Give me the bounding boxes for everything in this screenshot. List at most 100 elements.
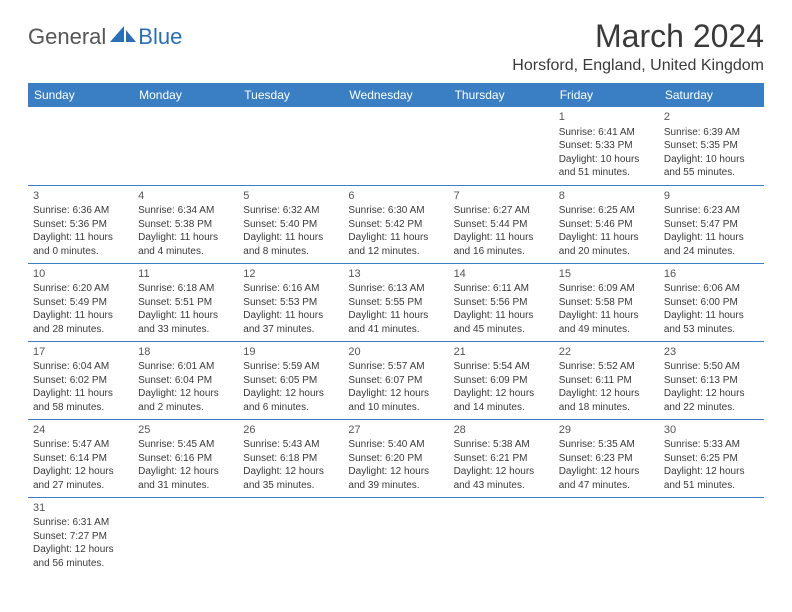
sunrise-text: Sunrise: 5:38 AM	[454, 438, 549, 452]
weekday-header: Saturday	[659, 83, 764, 107]
location: Horsford, England, United Kingdom	[512, 57, 764, 75]
empty-cell	[133, 497, 238, 575]
daylight-text: Daylight: 11 hours and 45 minutes.	[454, 309, 549, 336]
day-cell: 2Sunrise: 6:39 AMSunset: 5:35 PMDaylight…	[659, 107, 764, 185]
header: General Blue March 2024 Horsford, Englan…	[28, 18, 764, 75]
sunrise-text: Sunrise: 5:47 AM	[33, 438, 128, 452]
sunset-text: Sunset: 5:55 PM	[348, 296, 443, 310]
daylight-text: Daylight: 10 hours and 51 minutes.	[559, 153, 654, 180]
day-number: 13	[348, 267, 443, 282]
sunset-text: Sunset: 5:33 PM	[559, 139, 654, 153]
calendar-body: 1Sunrise: 6:41 AMSunset: 5:33 PMDaylight…	[28, 107, 764, 575]
daylight-text: Daylight: 12 hours and 10 minutes.	[348, 387, 443, 414]
sunrise-text: Sunrise: 5:57 AM	[348, 360, 443, 374]
daylight-text: Daylight: 12 hours and 27 minutes.	[33, 465, 128, 492]
sunrise-text: Sunrise: 5:59 AM	[243, 360, 338, 374]
day-number: 1	[559, 110, 654, 125]
day-number: 18	[138, 345, 233, 360]
sunset-text: Sunset: 6:07 PM	[348, 374, 443, 388]
daylight-text: Daylight: 11 hours and 53 minutes.	[664, 309, 759, 336]
title-block: March 2024 Horsford, England, United Kin…	[512, 18, 764, 75]
day-number: 7	[454, 189, 549, 204]
daylight-text: Daylight: 11 hours and 16 minutes.	[454, 231, 549, 258]
sunset-text: Sunset: 5:51 PM	[138, 296, 233, 310]
sunset-text: Sunset: 5:40 PM	[243, 218, 338, 232]
sunset-text: Sunset: 6:04 PM	[138, 374, 233, 388]
weekday-header: Friday	[554, 83, 659, 107]
sunset-text: Sunset: 5:49 PM	[33, 296, 128, 310]
sunset-text: Sunset: 5:47 PM	[664, 218, 759, 232]
day-cell: 22Sunrise: 5:52 AMSunset: 6:11 PMDayligh…	[554, 341, 659, 419]
day-cell: 12Sunrise: 6:16 AMSunset: 5:53 PMDayligh…	[238, 263, 343, 341]
sunset-text: Sunset: 6:25 PM	[664, 452, 759, 466]
day-number: 19	[243, 345, 338, 360]
sunrise-text: Sunrise: 6:13 AM	[348, 282, 443, 296]
day-cell: 13Sunrise: 6:13 AMSunset: 5:55 PMDayligh…	[343, 263, 448, 341]
sunrise-text: Sunrise: 6:32 AM	[243, 204, 338, 218]
day-cell: 11Sunrise: 6:18 AMSunset: 5:51 PMDayligh…	[133, 263, 238, 341]
empty-cell	[449, 497, 554, 575]
sunset-text: Sunset: 5:53 PM	[243, 296, 338, 310]
daylight-text: Daylight: 10 hours and 55 minutes.	[664, 153, 759, 180]
sunset-text: Sunset: 5:42 PM	[348, 218, 443, 232]
weekday-header: Sunday	[28, 83, 133, 107]
daylight-text: Daylight: 11 hours and 49 minutes.	[559, 309, 654, 336]
day-cell: 31Sunrise: 6:31 AMSunset: 7:27 PMDayligh…	[28, 497, 133, 575]
day-cell: 8Sunrise: 6:25 AMSunset: 5:46 PMDaylight…	[554, 185, 659, 263]
empty-cell	[238, 107, 343, 185]
logo-sail-icon	[110, 24, 136, 50]
day-number: 17	[33, 345, 128, 360]
sunrise-text: Sunrise: 5:33 AM	[664, 438, 759, 452]
sunrise-text: Sunrise: 6:23 AM	[664, 204, 759, 218]
sunrise-text: Sunrise: 6:06 AM	[664, 282, 759, 296]
calendar-table: SundayMondayTuesdayWednesdayThursdayFrid…	[28, 83, 764, 575]
day-number: 14	[454, 267, 549, 282]
day-number: 16	[664, 267, 759, 282]
sunrise-text: Sunrise: 5:52 AM	[559, 360, 654, 374]
day-cell: 9Sunrise: 6:23 AMSunset: 5:47 PMDaylight…	[659, 185, 764, 263]
daylight-text: Daylight: 12 hours and 51 minutes.	[664, 465, 759, 492]
day-number: 31	[33, 501, 128, 516]
sunset-text: Sunset: 5:58 PM	[559, 296, 654, 310]
day-cell: 24Sunrise: 5:47 AMSunset: 6:14 PMDayligh…	[28, 419, 133, 497]
day-cell: 27Sunrise: 5:40 AMSunset: 6:20 PMDayligh…	[343, 419, 448, 497]
sunset-text: Sunset: 6:14 PM	[33, 452, 128, 466]
day-number: 12	[243, 267, 338, 282]
sunset-text: Sunset: 5:44 PM	[454, 218, 549, 232]
day-number: 6	[348, 189, 443, 204]
day-cell: 23Sunrise: 5:50 AMSunset: 6:13 PMDayligh…	[659, 341, 764, 419]
sunrise-text: Sunrise: 6:30 AM	[348, 204, 443, 218]
sunset-text: Sunset: 5:46 PM	[559, 218, 654, 232]
calendar-row: 24Sunrise: 5:47 AMSunset: 6:14 PMDayligh…	[28, 419, 764, 497]
sunrise-text: Sunrise: 6:36 AM	[33, 204, 128, 218]
empty-cell	[238, 497, 343, 575]
weekday-header: Monday	[133, 83, 238, 107]
day-number: 22	[559, 345, 654, 360]
daylight-text: Daylight: 11 hours and 12 minutes.	[348, 231, 443, 258]
daylight-text: Daylight: 11 hours and 58 minutes.	[33, 387, 128, 414]
sunrise-text: Sunrise: 5:54 AM	[454, 360, 549, 374]
day-cell: 20Sunrise: 5:57 AMSunset: 6:07 PMDayligh…	[343, 341, 448, 419]
day-number: 11	[138, 267, 233, 282]
empty-cell	[449, 107, 554, 185]
sunset-text: Sunset: 6:13 PM	[664, 374, 759, 388]
sunset-text: Sunset: 6:11 PM	[559, 374, 654, 388]
sunrise-text: Sunrise: 6:34 AM	[138, 204, 233, 218]
day-cell: 1Sunrise: 6:41 AMSunset: 5:33 PMDaylight…	[554, 107, 659, 185]
sunrise-text: Sunrise: 5:43 AM	[243, 438, 338, 452]
daylight-text: Daylight: 12 hours and 43 minutes.	[454, 465, 549, 492]
weekday-header: Wednesday	[343, 83, 448, 107]
day-number: 30	[664, 423, 759, 438]
sunset-text: Sunset: 6:18 PM	[243, 452, 338, 466]
day-number: 9	[664, 189, 759, 204]
day-number: 26	[243, 423, 338, 438]
logo-text-2: Blue	[138, 24, 182, 50]
sunset-text: Sunset: 5:35 PM	[664, 139, 759, 153]
day-number: 20	[348, 345, 443, 360]
empty-cell	[554, 497, 659, 575]
daylight-text: Daylight: 11 hours and 4 minutes.	[138, 231, 233, 258]
day-number: 4	[138, 189, 233, 204]
day-number: 21	[454, 345, 549, 360]
day-cell: 6Sunrise: 6:30 AMSunset: 5:42 PMDaylight…	[343, 185, 448, 263]
sunset-text: Sunset: 5:38 PM	[138, 218, 233, 232]
